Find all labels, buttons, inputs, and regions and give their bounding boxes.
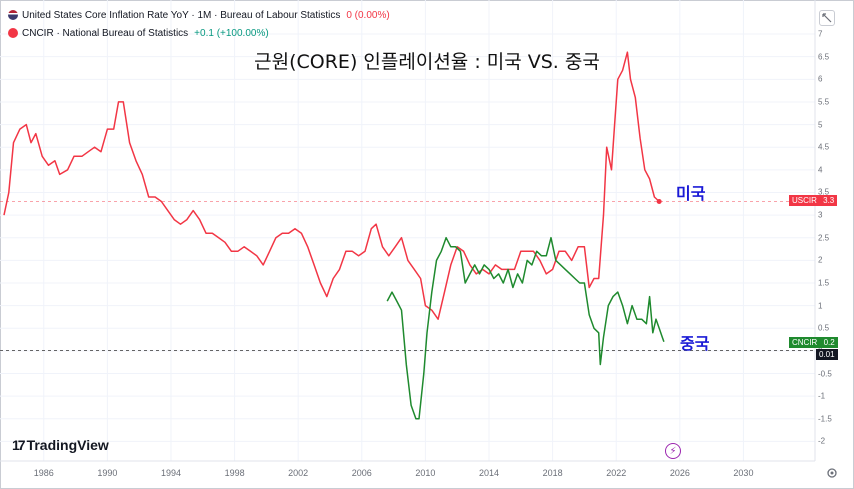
legend-row-us[interactable]: United States Core Inflation Rate YoY · … [8,8,390,22]
series-lines [3,51,665,420]
annotation-china: 중국 [680,334,710,353]
badge-cncir-label: CNCIR [792,338,818,347]
settings-icon[interactable] [824,465,840,481]
badge-uscir: USCIR 3.3 [789,195,838,206]
us-flag-icon [8,10,18,20]
tradingview-mark-icon: 17 [12,437,26,453]
x-tick-label: 1994 [160,468,181,478]
y-tick-label: 6 [818,74,823,84]
x-tick-label: 2006 [351,468,372,478]
y-tick-label: 3 [818,210,823,220]
badge-cncir-value: 0.2 [823,338,835,347]
legend-change-china: +0.1 (+100.00%) [194,27,269,39]
tradingview-logo[interactable]: 17 TradingView [12,437,109,453]
x-tick-label: 2026 [669,468,690,478]
legend-label-us: United States Core Inflation Rate YoY · … [22,9,341,21]
x-tick-label: 2014 [478,468,500,478]
series-line-cncir [386,236,665,420]
y-tick-label: -1 [818,391,826,401]
y-tick-label: -2 [818,436,826,446]
y-tick-label: -0.5 [818,369,832,379]
y-tick-label: 7 [818,29,823,39]
y-tick-label: 6.5 [818,52,830,62]
chart-title: 근원(CORE) 인플레이션율 : 미국 VS. 중국 [254,51,600,73]
badge-uscir-value: 3.3 [823,196,835,205]
badge-zero-line: 0.01 [816,349,838,360]
y-tick-label: 3.5 [818,187,830,197]
y-tick-label: 4.5 [818,142,830,152]
x-tick-label: 2002 [288,468,309,478]
legend-label-china: CNCIR · National Bureau of Statistics [22,27,189,39]
legend-change-us: 0 (0.00%) [346,9,390,21]
x-tick-label: 2030 [733,468,754,478]
series-line-uscir [3,51,660,320]
y-tick-label: 2.5 [818,233,830,243]
annotation-us: 미국 [676,184,706,203]
y-tick-label: 5 [818,120,823,130]
x-tick-label: 2010 [415,468,436,478]
x-tick-label: 2022 [606,468,627,478]
reference-lines [0,201,815,351]
badge-cncir: CNCIR 0.2 [789,337,838,348]
tradingview-logo-text: TradingView [26,437,109,453]
badge-uscir-label: USCIR [792,196,817,205]
grid-lines [0,0,815,461]
y-tick-label: 1 [818,301,823,311]
x-tick-label: 1986 [33,468,54,478]
y-tick-label: -1.5 [818,414,832,424]
y-tick-label: 4 [818,165,823,175]
x-tick-label: 2018 [542,468,563,478]
y-tick-label: 5.5 [818,97,830,107]
x-tick-label: 1998 [224,468,245,478]
badge-zero-value: 0.01 [819,350,835,359]
y-tick-label: 2 [818,255,823,265]
series-end-point-uscir [656,199,662,205]
lightning-icon[interactable]: ⚡ [665,443,681,459]
china-flag-icon [8,28,18,38]
legend-row-china[interactable]: CNCIR · National Bureau of Statistics +0… [8,26,269,40]
expand-icon[interactable] [819,10,835,26]
x-tick-label: 1990 [97,468,118,478]
y-tick-label: 0.5 [818,323,830,333]
y-tick-label: 1.5 [818,278,830,288]
